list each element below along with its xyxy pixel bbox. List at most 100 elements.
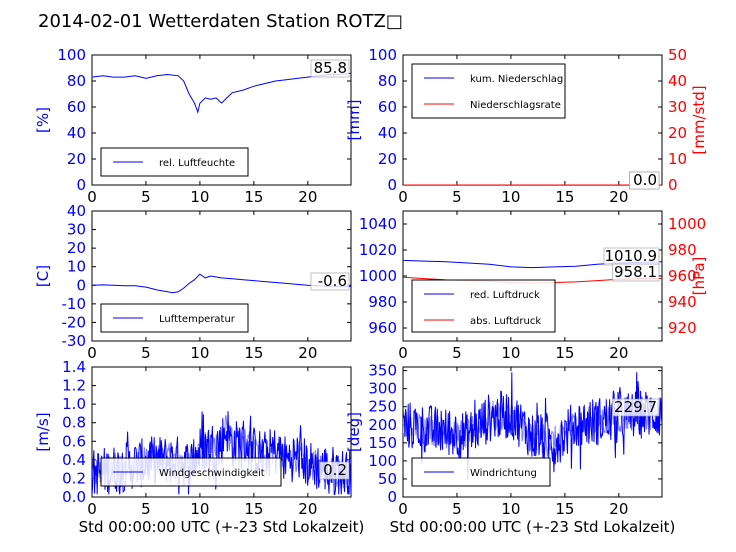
humidity-ytick-label: 0 (76, 176, 86, 194)
precipitation-ytick-label: 60 (378, 98, 397, 116)
wind_direction-xtick-label: 10 (501, 500, 520, 518)
pressure-ytick-label: 960 (368, 319, 397, 337)
humidity-ytick-label: 80 (67, 72, 86, 90)
temperature-xtick-label: 0 (87, 344, 97, 362)
humidity-xtick-label: 20 (298, 188, 317, 206)
wind_speed-xtick-label: 10 (190, 500, 209, 518)
temperature-series-line-0 (92, 273, 351, 294)
pressure-ytick-label: 1020 (359, 241, 397, 259)
pressure-ytick-label: 1000 (359, 267, 397, 285)
pressure-ytick-label-right: 920 (668, 319, 697, 337)
temperature-ytick-label: 0 (76, 276, 86, 294)
pressure-xtick-label: 5 (452, 344, 462, 362)
precipitation-ytick-label-right: 30 (668, 98, 687, 116)
wind_speed-ytick-label: 1.0 (62, 395, 86, 413)
pressure-xtick-label: 15 (555, 344, 574, 362)
wind_speed-xtick-label: 0 (87, 500, 97, 518)
temperature-xtick-label: 20 (298, 344, 317, 362)
wind_speed-legend-label-0: Windgeschwindigkeit (159, 468, 265, 479)
temperature-legend-label-0: Lufttemperatur (159, 314, 236, 325)
temperature-xtick-label: 10 (190, 344, 209, 362)
humidity-legend-label-0: rel. Luftfeuchte (159, 158, 235, 169)
wind_speed-readout: 0.2 (323, 461, 347, 479)
precipitation-ytick-label-right: 0 (668, 176, 678, 194)
precipitation-ytick-label: 100 (368, 46, 397, 64)
humidity-readout-box (310, 59, 350, 78)
wind_direction-ytick-label: 50 (378, 470, 397, 488)
wind_direction-ytick-label: 200 (368, 416, 397, 434)
pressure-legend-label-1: abs. Luftdruck (470, 316, 541, 327)
pressure-legend-label-0: red. Luftdruck (470, 290, 540, 301)
humidity-series-line-0 (92, 72, 351, 114)
humidity-readout: 85.8 (314, 59, 347, 77)
temperature-legend-box (100, 303, 249, 333)
wind_speed-xtick-label: 15 (244, 500, 263, 518)
precipitation-ytick-label-right: 50 (668, 46, 687, 64)
wind_direction-xtick-label: 5 (452, 500, 462, 518)
precipitation-ylabel-right: [mm/std] (690, 85, 708, 154)
wind_direction-ytick-label: 150 (368, 434, 397, 452)
precipitation-legend-box (411, 63, 566, 119)
precipitation-xtick-label: 5 (452, 188, 462, 206)
wind_speed-ytick-label: 1.4 (62, 358, 86, 376)
precipitation-ytick-label-right: 10 (668, 150, 687, 168)
pressure-ytick-label-right: 940 (668, 293, 697, 311)
temperature-readout: -0.6 (318, 272, 347, 290)
wind_direction-ylabel: [deg] (345, 412, 363, 452)
wind_speed-ytick-label: 0.8 (62, 414, 86, 432)
precipitation-ytick-label-right: 20 (668, 124, 687, 142)
wind_direction-xtick-label: 0 (398, 500, 408, 518)
precipitation-legend-label-0: kum. Niederschlag (470, 74, 563, 85)
precipitation-ytick-label: 40 (378, 124, 397, 142)
wind_speed-ytick-label: 0.4 (62, 451, 86, 469)
wind_speed-ylabel: [m/s] (34, 412, 52, 451)
wind_direction-readout: 229.7 (614, 398, 657, 416)
pressure-ytick-label-right: 980 (668, 241, 697, 259)
humidity-legend-box (100, 147, 249, 177)
pressure-ylabel-right: [hPa] (690, 257, 708, 296)
precipitation-readout-right-box (629, 171, 660, 190)
wind_speed-ytick-label: 1.2 (62, 377, 86, 395)
humidity-xtick-label: 5 (141, 188, 151, 206)
wind_speed-ytick-label: 0.2 (62, 469, 86, 487)
pressure-readout-right-box (612, 263, 660, 282)
humidity-xtick-label: 0 (87, 188, 97, 206)
wind_direction-legend-label-0: Windrichtung (470, 468, 537, 479)
wind_direction-ytick-label: 350 (368, 362, 397, 380)
wind_direction-ytick-label: 300 (368, 380, 397, 398)
precipitation-legend-label-1: Niederschlagsrate (470, 100, 561, 111)
pressure-legend-box (411, 279, 556, 333)
precipitation-xtick-label: 20 (609, 188, 628, 206)
precipitation-ytick-label: 0 (387, 176, 397, 194)
precipitation-ytick-label: 80 (378, 72, 397, 90)
temperature-ytick-label: 10 (67, 258, 86, 276)
precipitation-xtick-label: 10 (501, 188, 520, 206)
wind_speed-ytick-label: 0.0 (62, 488, 86, 506)
temperature-xtick-label: 5 (141, 344, 151, 362)
wind_direction-xlabel: Std 00:00:00 UTC (+-23 Std Lokalzeit) (390, 518, 676, 536)
precipitation-ytick-label: 20 (378, 150, 397, 168)
temperature-ytick-label: -20 (62, 313, 87, 331)
wind_direction-ytick-label: 100 (368, 452, 397, 470)
precipitation-xtick-label: 15 (555, 188, 574, 206)
precipitation-xtick-label: 0 (398, 188, 408, 206)
pressure-xtick-label: 0 (398, 344, 408, 362)
humidity-xtick-label: 10 (190, 188, 209, 206)
wind_direction-xtick-label: 15 (555, 500, 574, 518)
pressure-ytick-label: 1040 (359, 215, 397, 233)
pressure-readout-right: 958.1 (614, 263, 657, 281)
wind_speed-readout-box (319, 461, 350, 480)
temperature-ylabel: [C] (34, 265, 52, 287)
humidity-ylabel: [%] (34, 107, 52, 133)
wind_speed-ytick-label: 0.6 (62, 432, 86, 450)
figure-title: 2014-02-01 Wetterdaten Station ROTZ□ (38, 11, 403, 32)
precipitation-ytick-label-right: 40 (668, 72, 687, 90)
wind_direction-xtick-label: 20 (609, 500, 628, 518)
humidity-ytick-label: 40 (67, 124, 86, 142)
precipitation-readout-right: 0.0 (633, 171, 657, 189)
temperature-ytick-label: -30 (62, 332, 87, 350)
temperature-ytick-label: -10 (62, 295, 87, 313)
pressure-xtick-label: 20 (609, 344, 628, 362)
pressure-ytick-label-right: 1000 (668, 215, 706, 233)
